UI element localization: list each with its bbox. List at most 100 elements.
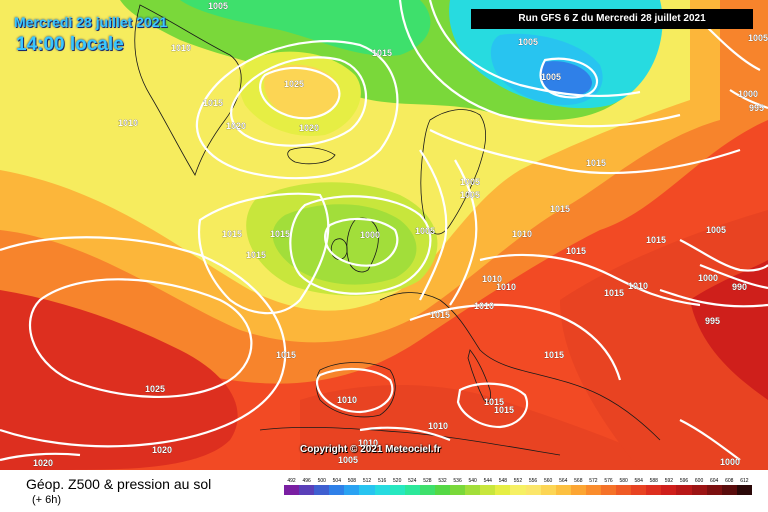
color-scale-label: 512	[362, 478, 372, 484]
field-green-north-deep	[180, 0, 431, 56]
color-scale-label: 520	[393, 478, 402, 484]
color-scale-swatch	[434, 485, 451, 495]
pressure-label: 1005	[460, 190, 480, 200]
color-scale-label: 504	[332, 478, 341, 484]
color-scale-label: 548	[498, 478, 508, 484]
pressure-label: 1005	[706, 225, 726, 235]
color-scale-swatch	[721, 485, 737, 495]
color-scale-step: 496	[299, 478, 315, 498]
color-scale-label: 584	[634, 478, 643, 484]
color-scale-step: 572	[585, 478, 601, 498]
color-scale-label: 564	[559, 478, 568, 484]
pressure-label: 1000	[720, 457, 740, 467]
pressure-label: 1015	[544, 350, 564, 360]
isobar-990-east	[699, 263, 768, 290]
pressure-label: 1015	[430, 310, 450, 320]
pressure-labels: 1005 1010 1015 1025 1020 1010 1015 1020 …	[33, 1, 768, 468]
color-scale-swatch	[510, 485, 526, 495]
color-scale-label: 544	[483, 478, 492, 484]
isobar-1010-europe	[479, 253, 701, 307]
color-scale-label: 528	[423, 478, 432, 484]
coastlines	[134, 4, 661, 456]
color-scale-label: 588	[649, 478, 658, 484]
color-scale-swatch	[284, 485, 300, 495]
pressure-label: 1020	[33, 458, 53, 468]
color-scale-label: 500	[317, 478, 326, 484]
color-scale-step: 532	[434, 478, 451, 498]
color-scale-step: 600	[691, 478, 707, 498]
color-scale-label: 532	[438, 478, 447, 484]
model-run-info: Run GFS 6 Z du Mercredi 28 juillet 2021	[471, 9, 753, 29]
forecast-lead-time: (+ 6h)	[32, 494, 62, 506]
color-scale-step: 508	[344, 478, 360, 498]
isobar-1005-low	[289, 195, 432, 295]
isobar-1010-iberia	[315, 367, 394, 414]
color-scale-swatch	[736, 485, 752, 495]
pressure-label: 995	[705, 316, 720, 326]
pressure-label: 1010	[118, 118, 138, 128]
pressure-label: 1010	[628, 281, 648, 291]
isobar-1015-east	[429, 129, 741, 175]
italy-coast	[467, 349, 491, 403]
color-scale-step: 540	[465, 478, 481, 498]
color-scale-step: 548	[495, 478, 511, 498]
color-scale-label: 516	[377, 478, 387, 484]
color-scale-swatch	[706, 485, 722, 495]
color-scale-step: 524	[404, 478, 420, 498]
pressure-label: 1005	[541, 72, 561, 82]
color-scale-swatch	[465, 485, 481, 495]
greenland-coast	[134, 4, 242, 176]
color-scale-step: 576	[600, 478, 617, 498]
color-scale-label: 524	[408, 478, 417, 484]
europe-coast	[379, 292, 661, 441]
color-scale-swatch	[525, 485, 541, 495]
color-scale-label: 492	[287, 478, 296, 484]
isobar-1000-east	[679, 239, 768, 272]
color-scale-step: 520	[389, 478, 405, 498]
pressure-label: 1015	[484, 397, 504, 407]
pressure-label: 1015	[270, 229, 290, 239]
isobar-1025-atlantic	[28, 278, 253, 398]
pressure-label: 1010	[428, 421, 448, 431]
pressure-label: 1020	[299, 123, 319, 133]
isobar-1010-scandinavia	[419, 149, 448, 301]
color-scale-step: 556	[525, 478, 541, 498]
forecast-date: Mercredi 28 juillet 2021	[14, 14, 168, 30]
pressure-label: 1005	[208, 1, 228, 11]
color-scale-swatch	[404, 485, 420, 495]
pressure-label: 1000	[360, 230, 380, 240]
color-scale-swatch	[389, 485, 405, 495]
pressure-label: 1010	[474, 301, 494, 311]
pressure-label: 1005	[338, 455, 358, 465]
africa-coast	[259, 427, 561, 456]
color-scale-step: 500	[314, 478, 330, 498]
field-gold-greenland	[264, 64, 339, 119]
color-scale-label: 540	[468, 478, 477, 484]
pressure-label: 1015	[222, 229, 242, 239]
isobar-1020-atlantic	[0, 236, 287, 448]
color-scale-swatch	[299, 485, 315, 495]
copyright-notice: Copyright © 2021 Meteociel.fr	[300, 444, 441, 455]
pressure-label: 1010	[337, 395, 357, 405]
color-scale-label: 580	[619, 478, 628, 484]
color-scale-step: 504	[329, 478, 345, 498]
color-scale-swatch	[646, 485, 662, 495]
color-scale-swatch	[585, 485, 601, 495]
color-scale-swatch	[570, 485, 586, 495]
color-scale-swatch	[555, 485, 571, 495]
pressure-label: 1015	[372, 48, 392, 58]
color-scale-step: 528	[419, 478, 435, 498]
color-scale-step: 588	[646, 478, 662, 498]
color-scale-label: 608	[725, 478, 734, 484]
color-scale-swatch	[344, 485, 360, 495]
field-red-med	[300, 385, 680, 470]
color-scale-label: 536	[453, 478, 462, 484]
color-scale-step: 536	[450, 478, 466, 498]
color-scale-swatch	[329, 485, 345, 495]
color-scale-label: 596	[679, 478, 689, 484]
scandinavia-coast	[420, 109, 487, 235]
color-scale-swatch	[419, 485, 435, 495]
pressure-label: 1010	[496, 282, 516, 292]
field-darkred-east	[690, 260, 768, 400]
isobar-1010-africa	[359, 426, 451, 442]
